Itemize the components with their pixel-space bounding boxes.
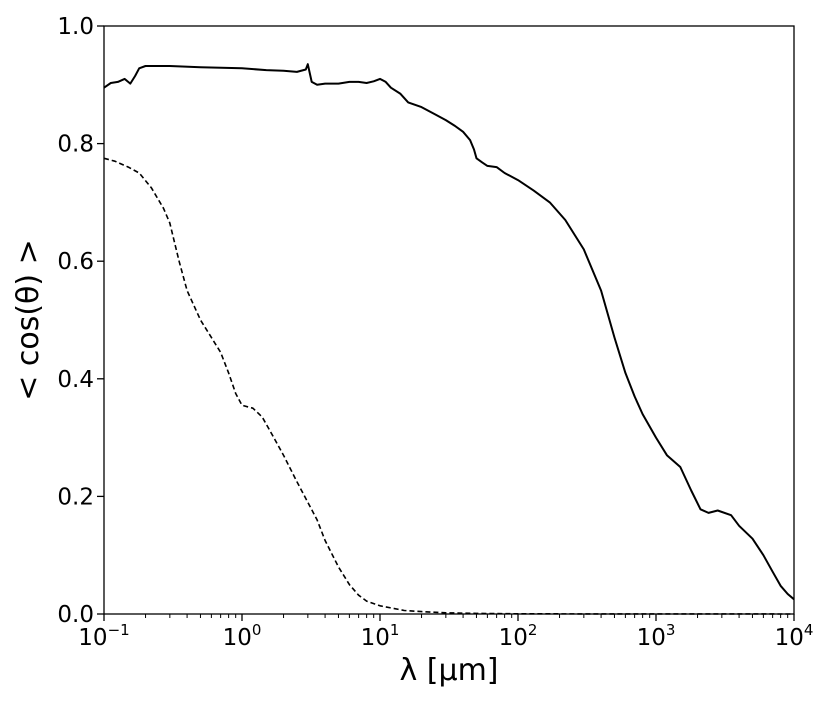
x-tick-label: 102 [499,621,538,651]
y-tick-label: 0.6 [57,249,94,275]
plot-area [103,63,795,615]
x-tick-label: 100 [223,621,262,651]
y-tick-label: 1.0 [57,14,94,40]
x-axis-label: λ [μm] [399,653,498,688]
series-line-dashed [103,157,795,615]
series-line-solid [103,63,795,601]
x-tick-label: 101 [361,621,400,651]
y-tick-label: 0.2 [57,484,94,510]
x-tick-label: 10−1 [78,621,129,651]
y-axis: 0.0 0.2 0.4 0.6 0.8 1.0 [57,14,104,628]
plot-frame [103,25,795,615]
x-tick-label: 104 [775,621,814,651]
y-tick-label: 0.0 [57,602,94,628]
x-tick-label: 103 [637,621,676,651]
y-tick-label: 0.8 [57,132,94,158]
x-axis: 10−1 100 101 102 103 104 [78,614,813,651]
y-tick-label: 0.4 [57,367,94,393]
y-axis-label: < cos(θ) > [11,239,46,401]
